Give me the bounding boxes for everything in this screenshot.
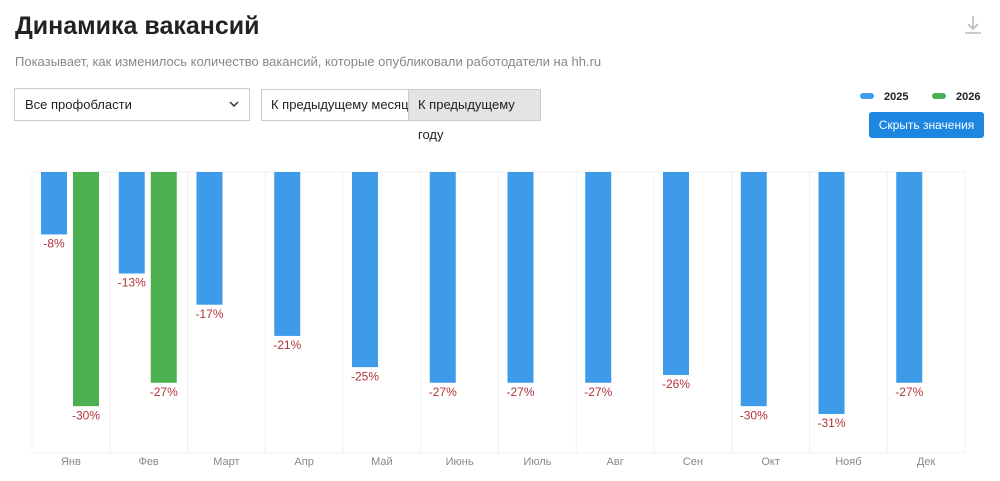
- bar: [118, 172, 145, 274]
- legend-swatch: [860, 93, 874, 99]
- x-tick-label: Май: [371, 456, 393, 468]
- value-label: -25%: [351, 369, 379, 383]
- download-icon[interactable]: [962, 14, 984, 36]
- value-label: -8%: [43, 237, 65, 251]
- x-tick-label: Апр: [294, 456, 313, 468]
- toggle-month[interactable]: К предыдущему месяцу: [261, 89, 426, 121]
- value-label: -27%: [584, 385, 612, 399]
- value-label: -13%: [118, 276, 146, 290]
- bar: [429, 172, 456, 383]
- bar: [740, 172, 767, 407]
- x-tick-label: Авг: [607, 456, 624, 468]
- bar: [73, 172, 99, 407]
- bar: [352, 172, 378, 368]
- bar: [507, 172, 534, 383]
- dropdown-label: Все профобласти: [25, 97, 132, 112]
- bar: [663, 172, 689, 375]
- legend-swatch: [932, 93, 946, 99]
- legend-label: 2026: [956, 91, 980, 103]
- dropdown[interactable]: Все профобласти: [14, 88, 250, 121]
- toggle-year[interactable]: К предыдущему году: [408, 89, 541, 142]
- x-tick-label: Март: [213, 456, 239, 468]
- bar: [150, 172, 177, 383]
- value-label: -31%: [817, 416, 845, 430]
- x-tick-label: Сен: [683, 456, 703, 468]
- bar: [274, 172, 301, 336]
- subtitle: Показывает, как изменилось количество ва…: [15, 54, 602, 69]
- hide-values-button[interactable]: Скрыть значения: [869, 112, 984, 138]
- x-tick-label: Нояб: [835, 456, 861, 468]
- chevron: [229, 101, 239, 108]
- x-tick-label: Июль: [523, 456, 551, 468]
- value-label: -30%: [740, 408, 768, 422]
- bar: [41, 172, 67, 235]
- value-label: -17%: [195, 307, 223, 321]
- x-tick-label: Фев: [138, 456, 158, 468]
- x-tick-label: Июнь: [446, 456, 474, 468]
- title: Динамика вакансий: [15, 12, 260, 40]
- x-tick-label: Янв: [61, 456, 81, 468]
- bar: [896, 172, 923, 383]
- bar: [818, 172, 845, 414]
- value-label: -30%: [72, 408, 100, 422]
- value-label: -27%: [895, 385, 923, 399]
- value-label: -27%: [506, 385, 534, 399]
- bar: [585, 172, 612, 383]
- value-label: -27%: [150, 385, 178, 399]
- value-label: -26%: [662, 377, 690, 391]
- x-tick-label: Дек: [917, 456, 936, 468]
- x-tick-label: Окт: [761, 456, 780, 468]
- value-label: -21%: [273, 338, 301, 352]
- legend-label: 2025: [884, 91, 908, 103]
- bar: [196, 172, 223, 305]
- value-label: -27%: [429, 385, 457, 399]
